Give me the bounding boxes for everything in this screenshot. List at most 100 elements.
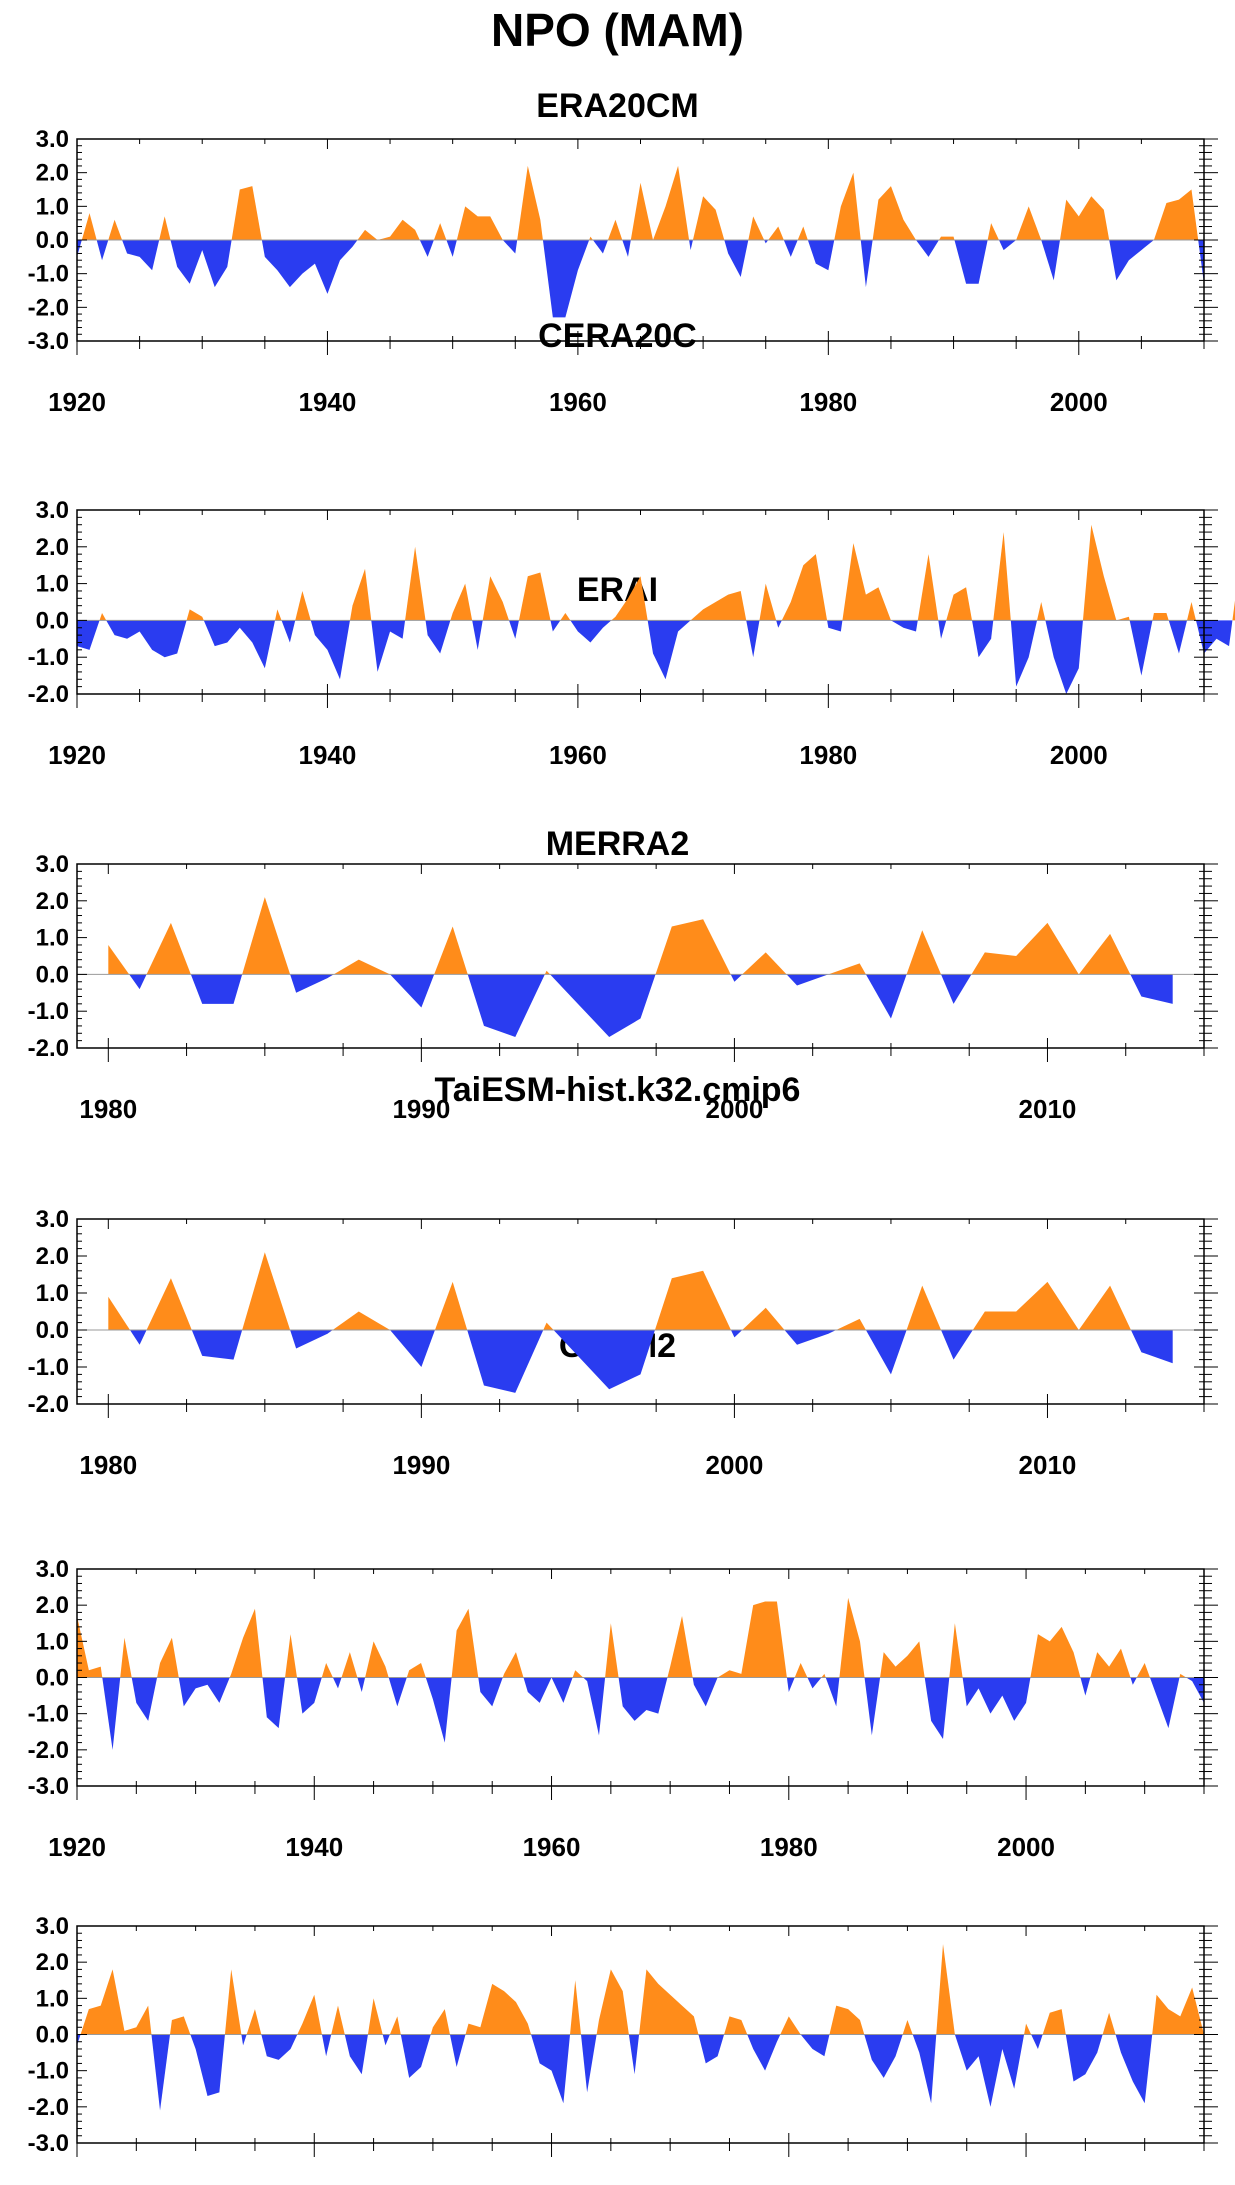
ytick-label: 0.0 <box>36 1665 69 1692</box>
negative-anomaly-area-11 <box>332 1677 342 1689</box>
negative-anomaly-area-2 <box>151 2034 171 2111</box>
positive-anomaly-area-21 <box>570 1980 581 2035</box>
positive-anomaly-area-45 <box>1232 600 1235 621</box>
xtick-label: 2010 <box>1019 1094 1077 1124</box>
xtick-label: 2000 <box>705 1450 763 1480</box>
positive-anomaly-area-5 <box>159 216 171 240</box>
positive-anomaly-area-29 <box>842 543 891 621</box>
positive-anomaly-area-36 <box>839 1597 865 1678</box>
negative-anomaly-area-16 <box>400 2034 431 2078</box>
ytick-label: -2.0 <box>28 2094 69 2121</box>
xtick-label: 2010 <box>1019 1450 1077 1480</box>
positive-anomaly-area-16 <box>836 1318 866 1330</box>
positive-anomaly-area-23 <box>690 590 747 621</box>
xtick-label: 1980 <box>799 740 857 770</box>
negative-anomaly-area-23 <box>551 1677 573 1703</box>
positive-anomaly-area-32 <box>794 1663 808 1678</box>
negative-anomaly-area-24 <box>724 240 749 278</box>
positive-anomaly-area-10 <box>543 1322 554 1330</box>
negative-anomaly-area-26 <box>776 620 782 628</box>
negative-anomaly-area-5 <box>290 974 334 993</box>
ytick-label: 3.0 <box>36 1556 69 1583</box>
negative-anomaly-area-4 <box>190 2034 225 2096</box>
positive-anomaly-area-20 <box>502 1652 524 1678</box>
positive-anomaly-area-37 <box>1024 2023 1032 2035</box>
negative-anomaly-area-14 <box>472 620 483 650</box>
negative-anomaly-area-44 <box>1195 620 1233 654</box>
xtick-label: 1980 <box>760 1832 818 1862</box>
ytick-label: 3.0 <box>36 1206 69 1233</box>
negative-anomaly-area-7 <box>390 1330 435 1367</box>
negative-anomaly-area-34 <box>972 620 994 658</box>
negative-anomaly-area-0 <box>77 620 100 650</box>
panel-5: 3.02.01.00.0-1.0-2.0-3.01920194019601980… <box>28 1913 1218 2157</box>
positive-anomaly-area-18 <box>451 1608 479 1678</box>
positive-anomaly-area-25 <box>639 1969 699 2035</box>
negative-anomaly-area-18 <box>550 620 561 632</box>
positive-anomaly-area-21 <box>611 576 648 621</box>
positive-anomaly-area-19 <box>560 613 571 621</box>
positive-anomaly-area-43 <box>1187 602 1196 621</box>
positive-anomaly-area-27 <box>724 2016 748 2035</box>
negative-anomaly-area-9 <box>467 974 545 1037</box>
xtick-label: 1920 <box>48 387 106 417</box>
positive-anomaly-area-11 <box>433 223 447 240</box>
ytick-label: 0.0 <box>36 227 69 254</box>
negative-anomaly-area-16 <box>542 240 590 318</box>
positive-anomaly-area-0 <box>108 944 130 975</box>
xtick-label: 2000 <box>1050 740 1108 770</box>
positive-anomaly-area-13 <box>450 583 473 621</box>
ytick-label: -3.0 <box>28 2130 69 2157</box>
ytick-label: 0.0 <box>36 2022 69 2049</box>
negative-anomaly-area-14 <box>382 2034 390 2046</box>
negative-anomaly-area-3 <box>131 1677 158 1721</box>
xtick-label: 1920 <box>48 740 106 770</box>
positive-anomaly-area-28 <box>667 1616 693 1678</box>
negative-anomaly-area-3 <box>190 974 243 1004</box>
negative-anomaly-area-17 <box>425 1677 452 1743</box>
positive-anomaly-area-37 <box>987 223 999 240</box>
negative-anomaly-area-10 <box>371 620 406 672</box>
ytick-label: -1.0 <box>28 644 69 671</box>
negative-anomaly-area-22 <box>580 2034 597 2093</box>
negative-anomaly-area-11 <box>553 1330 655 1390</box>
negative-anomaly-area-7 <box>262 1677 286 1729</box>
positive-anomaly-area-11 <box>405 546 426 621</box>
plot-frame <box>76 863 1205 1049</box>
positive-anomaly-area-15 <box>389 2016 401 2035</box>
ytick-label: -2.0 <box>28 1391 69 1418</box>
negative-anomaly-area-34 <box>912 2034 937 2104</box>
xtick-label: 2000 <box>705 1094 763 1124</box>
positive-anomaly-area-6 <box>229 1608 263 1678</box>
negative-anomaly-area-15 <box>388 1677 407 1707</box>
positive-anomaly-area-31 <box>829 2005 865 2035</box>
plot-frame <box>76 1218 1205 1405</box>
positive-anomaly-area-12 <box>341 1652 358 1678</box>
positive-anomaly-area-11 <box>331 2005 345 2035</box>
negative-anomaly-area-19 <box>941 1330 973 1360</box>
negative-anomaly-area-30 <box>800 2034 830 2057</box>
xtick-label: 1940 <box>299 387 357 417</box>
positive-anomaly-area-20 <box>971 922 1131 975</box>
positive-anomaly-area-43 <box>1153 189 1199 240</box>
ytick-label: -2.0 <box>28 294 69 321</box>
negative-anomaly-area-13 <box>730 974 743 982</box>
positive-anomaly-area-29 <box>780 2016 801 2035</box>
negative-anomaly-area-17 <box>865 1330 907 1375</box>
negative-anomaly-area-12 <box>344 2034 368 2075</box>
negative-anomaly-area-28 <box>747 2034 781 2071</box>
negative-anomaly-area-12 <box>446 240 457 257</box>
positive-anomaly-area-1 <box>99 613 107 621</box>
positive-anomaly-area-38 <box>880 1641 925 1678</box>
negative-anomaly-area-31 <box>786 1677 795 1692</box>
positive-anomaly-area-7 <box>231 186 262 240</box>
negative-anomaly-area-21 <box>1130 1330 1173 1364</box>
negative-anomaly-area-21 <box>1130 974 1173 1004</box>
negative-anomaly-area-41 <box>962 1677 1031 1721</box>
negative-anomaly-area-34 <box>915 240 939 257</box>
ytick-label: 2.0 <box>36 160 69 187</box>
ytick-label: 3.0 <box>36 1913 69 1940</box>
ytick-label: 2.0 <box>36 1243 69 1270</box>
negative-anomaly-area-10 <box>321 2034 332 2057</box>
negative-anomaly-area-0 <box>77 2034 81 2046</box>
